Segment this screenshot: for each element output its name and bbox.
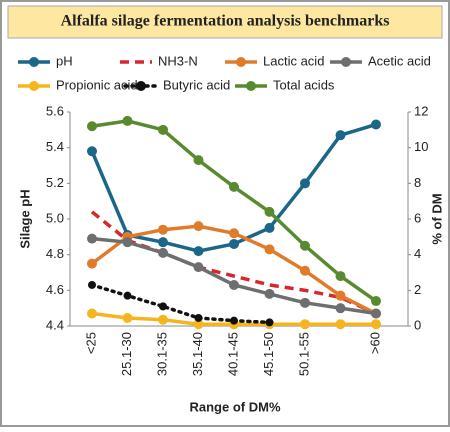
chart-title: Alfalfa silage fermentation analysis ben… — [61, 13, 390, 30]
y2-tick-label: 0 — [414, 317, 421, 332]
legend-label: Butyric acid — [163, 77, 230, 92]
data-point — [194, 262, 204, 272]
y-tick-label: 4.8 — [46, 246, 64, 261]
y2-tick-label: 2 — [414, 282, 421, 297]
data-point — [158, 237, 168, 247]
data-point — [124, 292, 132, 300]
data-point — [158, 248, 168, 258]
legend-label: Acetic acid — [368, 53, 431, 68]
data-point — [336, 319, 346, 329]
y-tick-label: 5.2 — [46, 175, 64, 190]
data-point — [300, 298, 310, 308]
legend-label: Total acids — [273, 77, 335, 92]
data-point — [371, 296, 381, 306]
data-point — [336, 303, 346, 313]
data-point — [87, 309, 97, 319]
legend-marker — [136, 81, 146, 91]
data-point — [300, 178, 310, 188]
legend-marker — [246, 81, 256, 91]
data-point — [87, 259, 97, 269]
data-point — [123, 313, 133, 323]
data-point — [230, 317, 238, 325]
data-point — [158, 125, 168, 135]
legend-label: Lactic acid — [263, 53, 324, 68]
data-point — [336, 271, 346, 281]
x-axis-label: Range of DM% — [190, 399, 281, 414]
y2-axis-label: % of DM — [429, 193, 444, 244]
legend-marker — [236, 57, 246, 67]
data-point — [123, 237, 133, 247]
legend-marker — [29, 57, 39, 67]
data-point — [87, 121, 97, 131]
data-point — [336, 130, 346, 140]
data-point — [300, 319, 310, 329]
y2-tick-label: 6 — [414, 210, 421, 225]
x-tick-label: 45.1-50 — [261, 332, 276, 376]
data-point — [265, 207, 275, 217]
legend-label: pH — [56, 53, 73, 68]
y-tick-label: 5.0 — [46, 210, 64, 225]
y2-tick-label: 4 — [414, 246, 421, 261]
legend-marker — [29, 81, 39, 91]
y-tick-label: 5.6 — [46, 103, 64, 118]
data-point — [159, 302, 167, 310]
legend-label: NH3-N — [158, 53, 198, 68]
data-point — [229, 239, 239, 249]
data-point — [229, 228, 239, 238]
data-point — [265, 223, 275, 233]
data-point — [229, 280, 239, 290]
data-point — [229, 182, 239, 192]
data-point — [158, 315, 168, 325]
data-point — [194, 221, 204, 231]
data-point — [195, 314, 203, 322]
data-point — [194, 155, 204, 165]
x-tick-label: 40.1-45 — [225, 332, 240, 376]
data-point — [87, 234, 97, 244]
data-point — [123, 116, 133, 126]
data-point — [265, 244, 275, 254]
legend-marker — [341, 57, 351, 67]
y-axis-label: Silage pH — [17, 189, 32, 248]
data-point — [87, 146, 97, 156]
data-point — [266, 318, 274, 326]
data-point — [194, 246, 204, 256]
data-point — [158, 225, 168, 235]
data-point — [300, 266, 310, 276]
y2-tick-label: 10 — [414, 139, 428, 154]
data-point — [371, 309, 381, 319]
data-point — [88, 281, 96, 289]
data-point — [371, 319, 381, 329]
y-tick-label: 4.4 — [46, 317, 64, 332]
x-tick-label: 50.1-55 — [296, 332, 311, 376]
x-tick-label: 35.1-40 — [190, 332, 205, 376]
data-point — [371, 119, 381, 129]
y-tick-label: 4.6 — [46, 282, 64, 297]
x-tick-label: <25 — [83, 332, 98, 354]
data-point — [300, 241, 310, 251]
x-tick-label: 30.1-35 — [154, 332, 169, 376]
x-tick-label: 25.1-30 — [119, 332, 134, 376]
data-point — [265, 289, 275, 299]
data-point — [336, 291, 346, 301]
x-tick-label: >60 — [367, 332, 382, 354]
y2-tick-label: 12 — [414, 103, 428, 118]
y-tick-label: 5.4 — [46, 139, 64, 154]
y2-tick-label: 8 — [414, 175, 421, 190]
